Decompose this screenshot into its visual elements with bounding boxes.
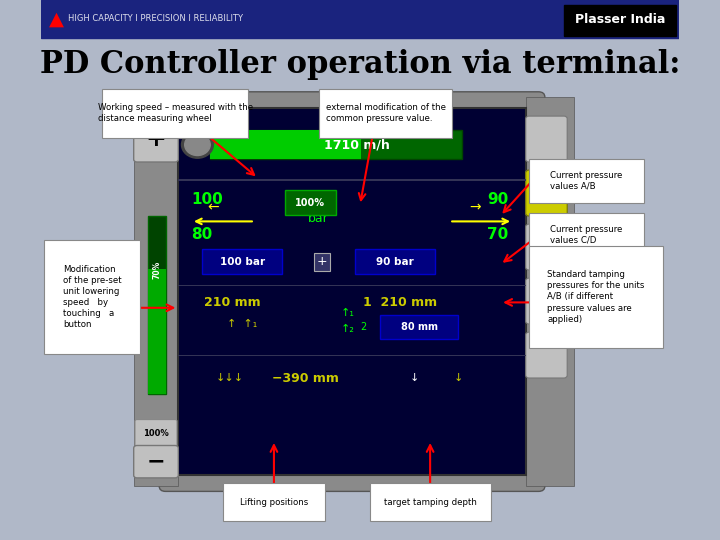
FancyBboxPatch shape [134,446,179,478]
Text: Working speed – measured with the
distance measuring wheel: Working speed – measured with the distan… [98,103,253,124]
FancyBboxPatch shape [102,89,248,138]
FancyBboxPatch shape [159,92,545,491]
Bar [148,216,166,394]
Text: 1710 m/h: 1710 m/h [324,138,390,151]
FancyBboxPatch shape [526,170,567,216]
Text: 210 mm: 210 mm [204,296,261,309]
FancyBboxPatch shape [526,170,567,216]
Text: 100: 100 [191,192,222,207]
Text: PD Controller operation via terminal:: PD Controller operation via terminal: [40,49,680,80]
FancyBboxPatch shape [285,190,336,215]
Text: 2: 2 [360,322,366,332]
Bar [179,285,526,286]
FancyBboxPatch shape [355,249,435,274]
Bar [148,269,166,394]
Text: −: − [147,451,166,472]
Bar [179,355,526,356]
Bar [210,130,361,159]
Text: ↓: ↓ [410,373,419,383]
Text: SAT: SAT [538,189,556,198]
Text: ↑  ↑₁: ↑ ↑₁ [227,319,257,329]
Text: 100%: 100% [143,429,169,437]
FancyBboxPatch shape [529,159,644,202]
Text: Current pressure
values C/D: Current pressure values C/D [550,225,623,245]
Text: →: → [469,201,480,215]
Text: 100 bar: 100 bar [220,257,265,267]
FancyBboxPatch shape [526,224,567,270]
Text: ←: ← [207,201,219,215]
Bar [41,0,679,38]
Text: Standard tamping
pressures for the units
A/B (if different
pressure values are
a: Standard tamping pressures for the units… [547,271,644,323]
Text: ▲: ▲ [49,9,64,29]
FancyBboxPatch shape [526,278,567,324]
Text: 1  210 mm: 1 210 mm [363,296,437,309]
Text: 90: 90 [487,192,509,207]
Text: −390 mm: −390 mm [272,372,339,384]
Text: 70%: 70% [152,261,161,279]
FancyBboxPatch shape [202,249,282,274]
Text: 80 mm: 80 mm [401,322,438,332]
FancyBboxPatch shape [529,246,663,348]
Text: target tamping depth: target tamping depth [384,498,477,507]
Text: +: + [145,127,166,151]
Text: +: + [316,255,327,268]
Text: external modification of the
common pressure value.: external modification of the common pres… [325,103,446,124]
FancyBboxPatch shape [529,213,644,256]
Text: ↑₁: ↑₁ [341,308,354,318]
Text: HIGH CAPACITY I PRECISION I RELIABILITY: HIGH CAPACITY I PRECISION I RELIABILITY [68,15,243,23]
FancyBboxPatch shape [318,89,452,138]
FancyBboxPatch shape [223,483,325,521]
Bar [179,179,526,181]
Circle shape [181,131,213,158]
FancyBboxPatch shape [380,315,457,339]
FancyBboxPatch shape [134,116,179,162]
Text: ↓↓↓: ↓↓↓ [215,373,243,383]
Bar [210,130,462,159]
FancyBboxPatch shape [135,420,177,447]
Text: 90 bar: 90 bar [376,257,414,267]
Text: 100%: 100% [295,198,325,207]
Bar [526,97,574,486]
Text: ↓: ↓ [454,373,464,383]
Text: Lifting positions: Lifting positions [240,498,308,507]
Text: 80: 80 [191,227,212,242]
Text: 70: 70 [487,227,509,242]
FancyBboxPatch shape [369,483,491,521]
FancyBboxPatch shape [526,116,567,162]
Bar [134,97,179,486]
Text: bar: bar [308,212,329,225]
Text: ↑₂: ↑₂ [341,325,354,334]
Circle shape [185,134,210,156]
FancyBboxPatch shape [45,240,140,354]
Text: Current pressure
values A/B: Current pressure values A/B [550,171,623,191]
Text: Plasser India: Plasser India [575,14,665,26]
FancyBboxPatch shape [526,332,567,378]
Text: Modification
of the pre-set
unit lowering
speed   by
touching   a
button: Modification of the pre-set unit lowerin… [63,265,122,329]
Bar [179,108,526,475]
FancyBboxPatch shape [564,5,675,36]
